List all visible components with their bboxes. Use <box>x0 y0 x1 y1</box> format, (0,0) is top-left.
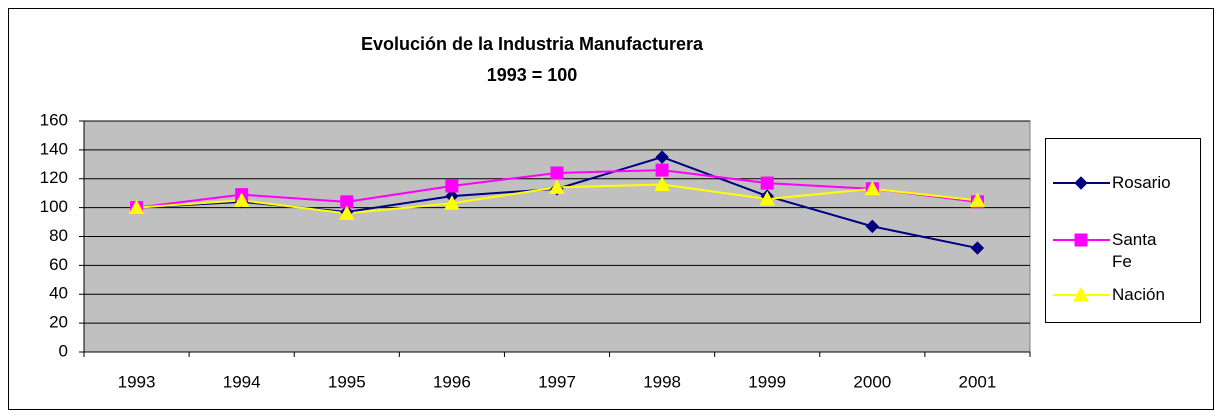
x-tick-label: 1998 <box>643 372 681 391</box>
y-tick-label: 0 <box>59 341 68 360</box>
legend-label: Nación <box>1112 285 1165 304</box>
marker <box>655 150 669 164</box>
x-tick-label: 1999 <box>748 372 786 391</box>
x-tick-label: 1993 <box>118 372 156 391</box>
y-tick-label: 160 <box>40 110 68 129</box>
marker <box>970 241 985 255</box>
marker <box>969 192 986 207</box>
marker <box>445 179 459 193</box>
legend-label-box: Nación <box>1112 285 1165 304</box>
marker <box>864 180 881 196</box>
x-tick-label: 1994 <box>223 372 261 391</box>
marker <box>338 205 355 220</box>
x-tick-label: 1996 <box>433 372 471 391</box>
marker <box>865 219 880 234</box>
x-tick-label: 1997 <box>538 372 576 391</box>
legend-box <box>1045 138 1201 323</box>
marker <box>759 190 776 206</box>
marker <box>233 192 250 207</box>
marker <box>549 179 565 194</box>
marker <box>1074 233 1088 247</box>
legend-label-box: Santa Fe <box>1112 230 1157 271</box>
y-tick-label: 80 <box>49 226 68 245</box>
y-tick-label: 100 <box>40 197 68 216</box>
legend-label: Rosario <box>1112 173 1171 192</box>
marker <box>655 163 669 177</box>
legend-label: Santa Fe <box>1112 230 1157 271</box>
marker <box>760 176 774 190</box>
x-tick-label: 1995 <box>328 372 366 391</box>
marker <box>444 195 460 210</box>
y-tick-label: 20 <box>49 313 68 332</box>
marker <box>1074 176 1088 190</box>
y-tick-label: 60 <box>49 255 68 274</box>
y-tick-label: 140 <box>40 139 68 158</box>
marker <box>550 166 564 180</box>
marker <box>128 199 145 215</box>
y-tick-label: 40 <box>49 284 68 303</box>
x-tick-label: 2001 <box>959 372 997 391</box>
y-tick-label: 120 <box>40 168 68 187</box>
marker <box>1073 286 1089 302</box>
chart-title: Evolución de la Industria Manufacturera <box>361 34 704 54</box>
marker <box>654 176 670 192</box>
legend-label-box: Rosario <box>1112 173 1171 192</box>
chart-subtitle: 1993 = 100 <box>487 65 578 85</box>
x-tick-label: 2000 <box>853 372 891 391</box>
